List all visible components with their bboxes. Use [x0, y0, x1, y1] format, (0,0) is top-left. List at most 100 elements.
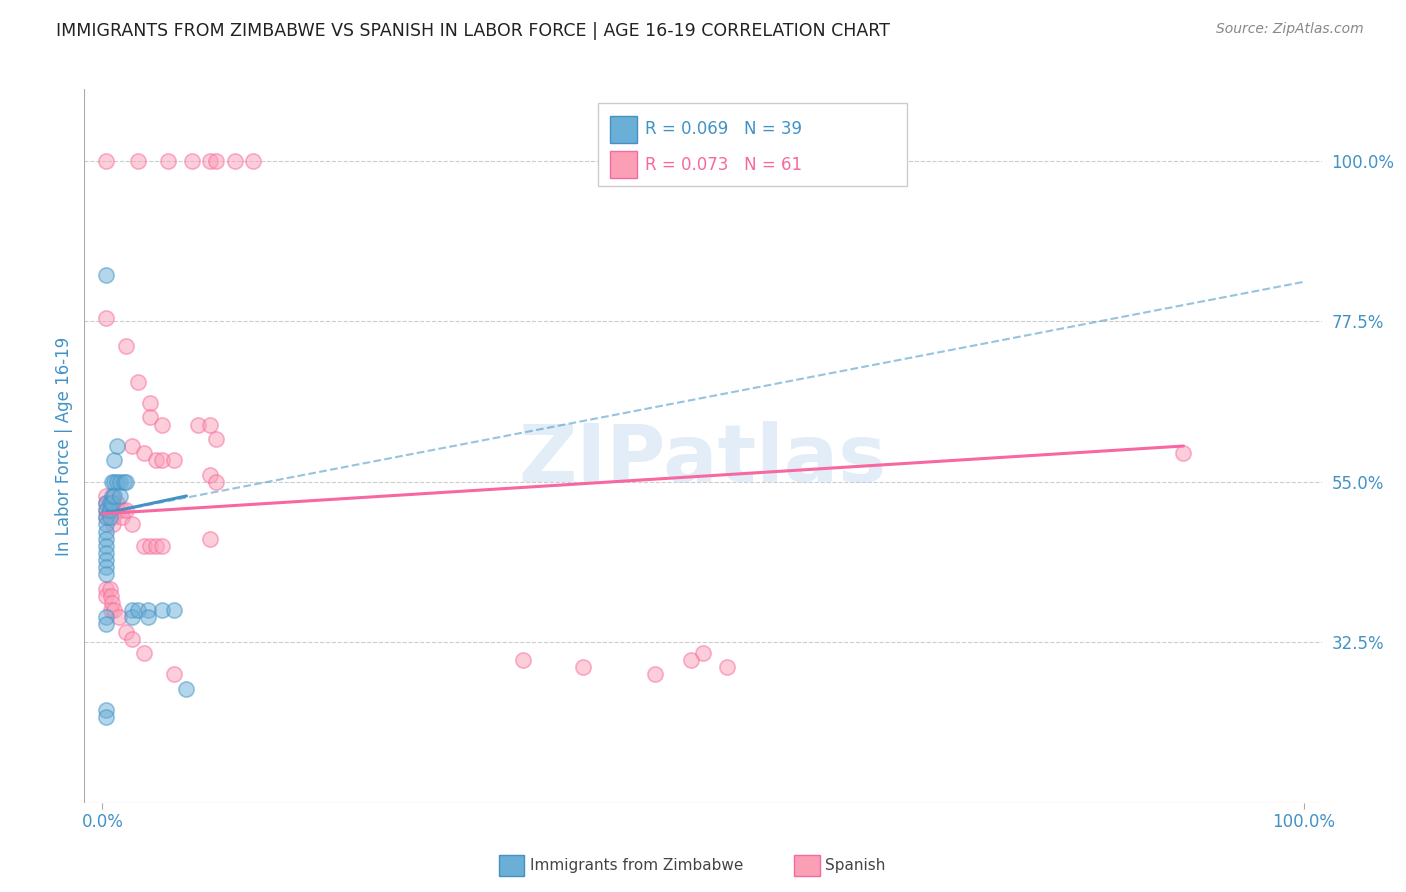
Point: [139, 539, 162, 553]
Point: [98, 496, 121, 510]
Point: [101, 596, 124, 610]
Point: [716, 660, 738, 674]
Point: [94, 510, 117, 524]
Point: [200, 417, 222, 432]
Point: [115, 339, 138, 353]
Point: [110, 475, 132, 489]
Point: [94, 589, 117, 603]
Point: [692, 646, 714, 660]
Point: [94, 153, 117, 168]
Point: [115, 624, 138, 639]
Point: [105, 475, 128, 489]
Point: [152, 417, 174, 432]
Point: [98, 496, 121, 510]
Point: [94, 553, 117, 567]
Text: R = 0.073   N = 61: R = 0.073 N = 61: [645, 156, 801, 174]
Point: [644, 667, 666, 681]
Point: [98, 582, 121, 596]
Point: [100, 603, 122, 617]
Point: [94, 539, 117, 553]
Point: [94, 503, 117, 517]
Point: [205, 153, 228, 168]
Point: [152, 453, 174, 467]
Point: [1173, 446, 1195, 460]
Point: [112, 475, 135, 489]
Y-axis label: In Labor Force | Age 16-19: In Labor Force | Age 16-19: [55, 336, 73, 556]
Point: [205, 475, 228, 489]
FancyBboxPatch shape: [598, 103, 907, 186]
Point: [94, 617, 117, 632]
Point: [134, 446, 156, 460]
Point: [105, 503, 128, 517]
Point: [100, 589, 122, 603]
Point: [512, 653, 534, 667]
Point: [105, 496, 128, 510]
Text: R = 0.069   N = 39: R = 0.069 N = 39: [645, 120, 801, 138]
Point: [103, 489, 125, 503]
Point: [121, 610, 143, 624]
Point: [94, 517, 117, 532]
Point: [94, 524, 117, 539]
Point: [103, 517, 125, 532]
Point: [103, 475, 125, 489]
Point: [94, 546, 117, 560]
Point: [94, 496, 117, 510]
Point: [200, 467, 222, 482]
Point: [110, 489, 132, 503]
Point: [110, 510, 132, 524]
Point: [103, 489, 125, 503]
Point: [94, 610, 117, 624]
Point: [205, 432, 228, 446]
Point: [101, 496, 124, 510]
Point: [121, 603, 143, 617]
Point: [176, 681, 198, 696]
Text: IMMIGRANTS FROM ZIMBABWE VS SPANISH IN LABOR FORCE | AGE 16-19 CORRELATION CHART: IMMIGRANTS FROM ZIMBABWE VS SPANISH IN L…: [56, 22, 890, 40]
Point: [105, 439, 128, 453]
Point: [98, 503, 121, 517]
Point: [94, 503, 117, 517]
Point: [152, 603, 174, 617]
Point: [181, 153, 204, 168]
Point: [94, 510, 117, 524]
Point: [115, 503, 138, 517]
Point: [145, 539, 167, 553]
Point: [121, 632, 143, 646]
Point: [94, 582, 117, 596]
Text: ZIPatlas: ZIPatlas: [519, 421, 887, 500]
Point: [127, 603, 149, 617]
Point: [103, 510, 125, 524]
Point: [157, 153, 180, 168]
Bar: [610, 116, 637, 143]
Point: [94, 567, 117, 582]
Point: [115, 475, 138, 489]
Point: [121, 439, 143, 453]
Point: [572, 660, 595, 674]
Point: [121, 517, 143, 532]
Point: [163, 603, 186, 617]
Point: [136, 610, 159, 624]
Point: [679, 653, 702, 667]
Point: [134, 539, 156, 553]
Point: [163, 453, 186, 467]
Point: [103, 496, 125, 510]
Point: [134, 646, 156, 660]
Point: [127, 153, 149, 168]
Point: [94, 703, 117, 717]
Point: [139, 396, 162, 410]
Point: [94, 710, 117, 724]
Point: [94, 496, 117, 510]
Point: [98, 510, 121, 524]
Point: [200, 532, 222, 546]
Point: [94, 310, 117, 325]
Point: [200, 153, 222, 168]
Point: [98, 503, 121, 517]
Point: [139, 410, 162, 425]
Text: Immigrants from Zimbabwe: Immigrants from Zimbabwe: [530, 858, 744, 872]
Point: [163, 667, 186, 681]
Point: [103, 453, 125, 467]
Point: [101, 489, 124, 503]
Point: [152, 539, 174, 553]
Point: [136, 603, 159, 617]
Bar: [610, 152, 637, 178]
Point: [242, 153, 264, 168]
